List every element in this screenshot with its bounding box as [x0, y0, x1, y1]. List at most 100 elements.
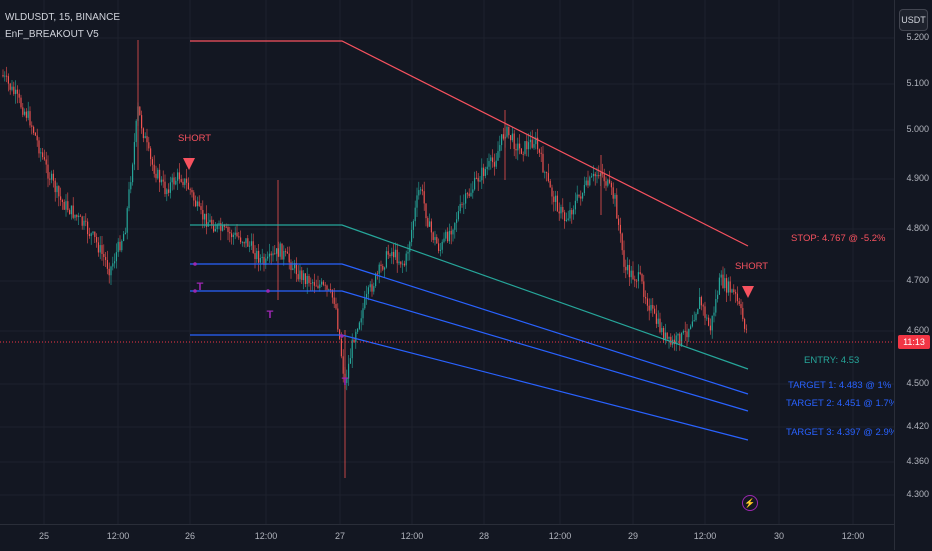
candle-body: [389, 254, 391, 256]
candle-body: [468, 193, 470, 197]
candle-body: [731, 289, 733, 293]
candle-body: [90, 233, 92, 237]
candle-body: [695, 314, 697, 321]
candle-body: [16, 89, 18, 94]
candle-body: [159, 169, 161, 183]
candle-body: [92, 231, 94, 234]
candle-body: [475, 177, 477, 179]
candle-body: [144, 136, 146, 139]
time-tick: 12:00: [841, 531, 865, 541]
candle-body: [346, 378, 348, 383]
candle-body: [648, 305, 650, 311]
candle-body: [492, 157, 494, 163]
price-tick: 4.800: [906, 223, 929, 233]
chart-area[interactable]: T T T WLDUSDT, 15, BINANCE EnF_BREAKOUT V5…: [0, 0, 898, 524]
candle-body: [641, 274, 643, 282]
candle-body: [578, 194, 580, 197]
candle-body: [439, 249, 441, 251]
price-tick: 5.100: [906, 78, 929, 88]
candle-body: [279, 243, 281, 257]
short-arrow-left: [183, 158, 195, 170]
target3-label: TARGET 3: 4.397 @ 2.9%: [786, 427, 898, 438]
candle-body: [394, 249, 396, 258]
candle-body: [349, 358, 351, 364]
candle-body: [74, 214, 76, 218]
candle-body: [150, 148, 152, 160]
candle-body: [353, 339, 355, 343]
short-label-right: SHORT: [735, 261, 769, 272]
candle-body: [396, 249, 398, 264]
candle-body: [670, 336, 672, 345]
candle-body: [160, 179, 162, 183]
candle-body: [256, 250, 258, 260]
candle-body: [367, 287, 369, 294]
candle-body: [555, 195, 557, 202]
price-chart[interactable]: T T T: [0, 0, 894, 524]
candle-body: [2, 75, 4, 77]
candle-body: [304, 273, 306, 284]
candle-body: [646, 298, 648, 306]
price-tick: 5.200: [906, 32, 929, 42]
candle-body: [632, 270, 634, 280]
candle-body: [29, 111, 31, 126]
candle-body: [114, 261, 116, 264]
candle-body: [267, 256, 269, 259]
candle-body: [663, 327, 665, 341]
time-tick: 27: [334, 531, 346, 541]
price-tick: 4.500: [906, 378, 929, 388]
candle-body: [594, 173, 596, 177]
candle-body: [407, 251, 409, 254]
currency-button[interactable]: USDT: [899, 9, 928, 31]
candle-body: [376, 273, 378, 275]
candle-body: [398, 261, 400, 264]
candle-body: [340, 338, 342, 357]
candle-body: [630, 270, 632, 278]
candle-body: [715, 299, 717, 313]
candle-body: [112, 263, 114, 267]
candle-body: [625, 266, 627, 271]
symbol-legend[interactable]: WLDUSDT, 15, BINANCE: [5, 12, 121, 23]
candle-body: [292, 268, 294, 271]
candle-body: [63, 201, 65, 210]
target-hit-marker: T: [267, 309, 274, 321]
candle-body: [652, 304, 654, 309]
candle-body: [276, 248, 278, 254]
indicator-legend[interactable]: EnF_BREAKOUT V5: [5, 29, 99, 40]
candle-body: [529, 139, 531, 143]
candle-body: [281, 243, 283, 260]
candle-body: [200, 206, 202, 210]
candle-body: [657, 318, 659, 324]
candle-body: [34, 132, 36, 136]
candle-body: [724, 278, 726, 289]
short-label-left: SHORT: [178, 133, 212, 144]
candle-body: [348, 363, 350, 379]
candle-body: [567, 218, 569, 220]
lightning-bolt-icon[interactable]: ⚡: [742, 495, 758, 511]
candle-body: [673, 339, 675, 345]
candle-body: [506, 126, 508, 137]
price-axis[interactable]: 5.200 5.100 5.000 4.900 4.800 4.700 4.600 4.500…: [894, 0, 932, 550]
candle-body: [461, 204, 463, 205]
strategy-lines: [0, 40, 894, 441]
candle-body: [421, 189, 423, 192]
candle-body: [627, 264, 629, 271]
candle-body: [18, 93, 20, 98]
time-axis[interactable]: 25 12:00 26 12:00 27 12:00 28 12:00 29 12:00 30 12:…: [0, 524, 894, 551]
candle-body: [247, 238, 249, 247]
candle-body: [726, 278, 728, 293]
candle-body: [117, 241, 119, 253]
candle-body: [132, 164, 134, 183]
candle-body: [666, 332, 668, 339]
candle-body: [537, 137, 539, 150]
candle-body: [7, 76, 9, 84]
candle-body: [366, 293, 368, 299]
price-tick: 4.300: [906, 489, 929, 499]
candle-body: [232, 234, 234, 238]
candle-body: [587, 180, 589, 186]
candle-body: [330, 289, 332, 291]
candle-body: [528, 142, 530, 150]
candle-body: [375, 273, 377, 287]
candle-body: [742, 308, 744, 320]
candle-body: [195, 200, 197, 207]
candle-body: [598, 175, 600, 177]
